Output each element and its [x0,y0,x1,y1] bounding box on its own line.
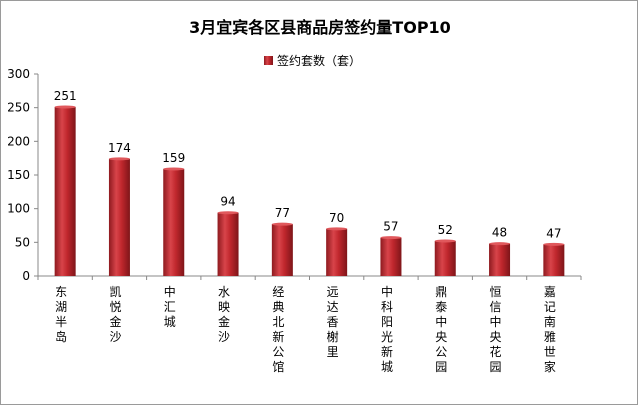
data-label: 77 [275,206,290,220]
y-tick-label: 300 [7,67,30,81]
bar-top [163,167,185,171]
category-labels: 东湖半岛 凯悦金沙 中汇城 水映金沙 经典北新公馆 远达香榭里 中科阳光新城 鼎泰中央公园 恒信… [55,284,556,374]
category-label: 中科阳光新城 [381,284,393,374]
data-label: 52 [438,223,453,237]
y-tick-label: 150 [7,168,30,182]
category-label: 凯悦金沙 [109,285,121,344]
category-label: 远达香榭里 [327,285,339,359]
bar [543,244,565,276]
legend-label: 签约套数（套） [277,53,361,68]
data-label: 159 [162,151,185,165]
bar-top [326,227,348,231]
bar [108,158,130,276]
category-label: 恒信中央花园 [490,285,502,374]
data-label: 174 [108,141,131,155]
bar-top [489,242,511,246]
bar [326,228,348,276]
data-label: 47 [546,226,561,240]
data-label: 251 [54,89,77,103]
y-tick-label: 100 [7,202,30,216]
bar-top [217,211,239,215]
bar [54,106,76,276]
bar [217,212,239,276]
y-tick-label: 200 [7,134,30,148]
bar-top [434,239,456,243]
data-labels: 251 174 159 94 77 70 57 52 48 47 [54,89,562,240]
bar [489,243,511,276]
bar [271,224,293,276]
bar-top [380,236,402,240]
category-label: 中汇城 [164,284,176,329]
data-label: 57 [383,220,398,234]
legend: 签约套数（套） [264,53,361,68]
data-label: 70 [329,211,344,225]
category-label: 嘉记南雅世家 [544,285,556,374]
category-label: 经典北新公馆 [272,285,284,374]
bar [434,240,456,276]
category-label: 水映金沙 [218,285,230,344]
chart-title: 3月宜宾各区县商品房签约量TOP10 [189,18,451,37]
bars [54,105,565,276]
category-label: 鼎泰中央公园 [435,285,447,374]
data-label: 94 [220,195,235,209]
y-tick-label: 250 [7,101,30,115]
bar [163,168,185,276]
category-label: 东湖半岛 [55,285,67,344]
y-tick-label: 0 [22,269,30,283]
bar [380,237,402,276]
bar-top [271,222,293,226]
legend-swatch [264,56,273,65]
data-label: 48 [492,226,507,240]
bar-top [543,242,565,246]
bar-top [54,105,76,109]
bar-top [108,157,130,161]
y-tick-label: 50 [15,235,30,249]
